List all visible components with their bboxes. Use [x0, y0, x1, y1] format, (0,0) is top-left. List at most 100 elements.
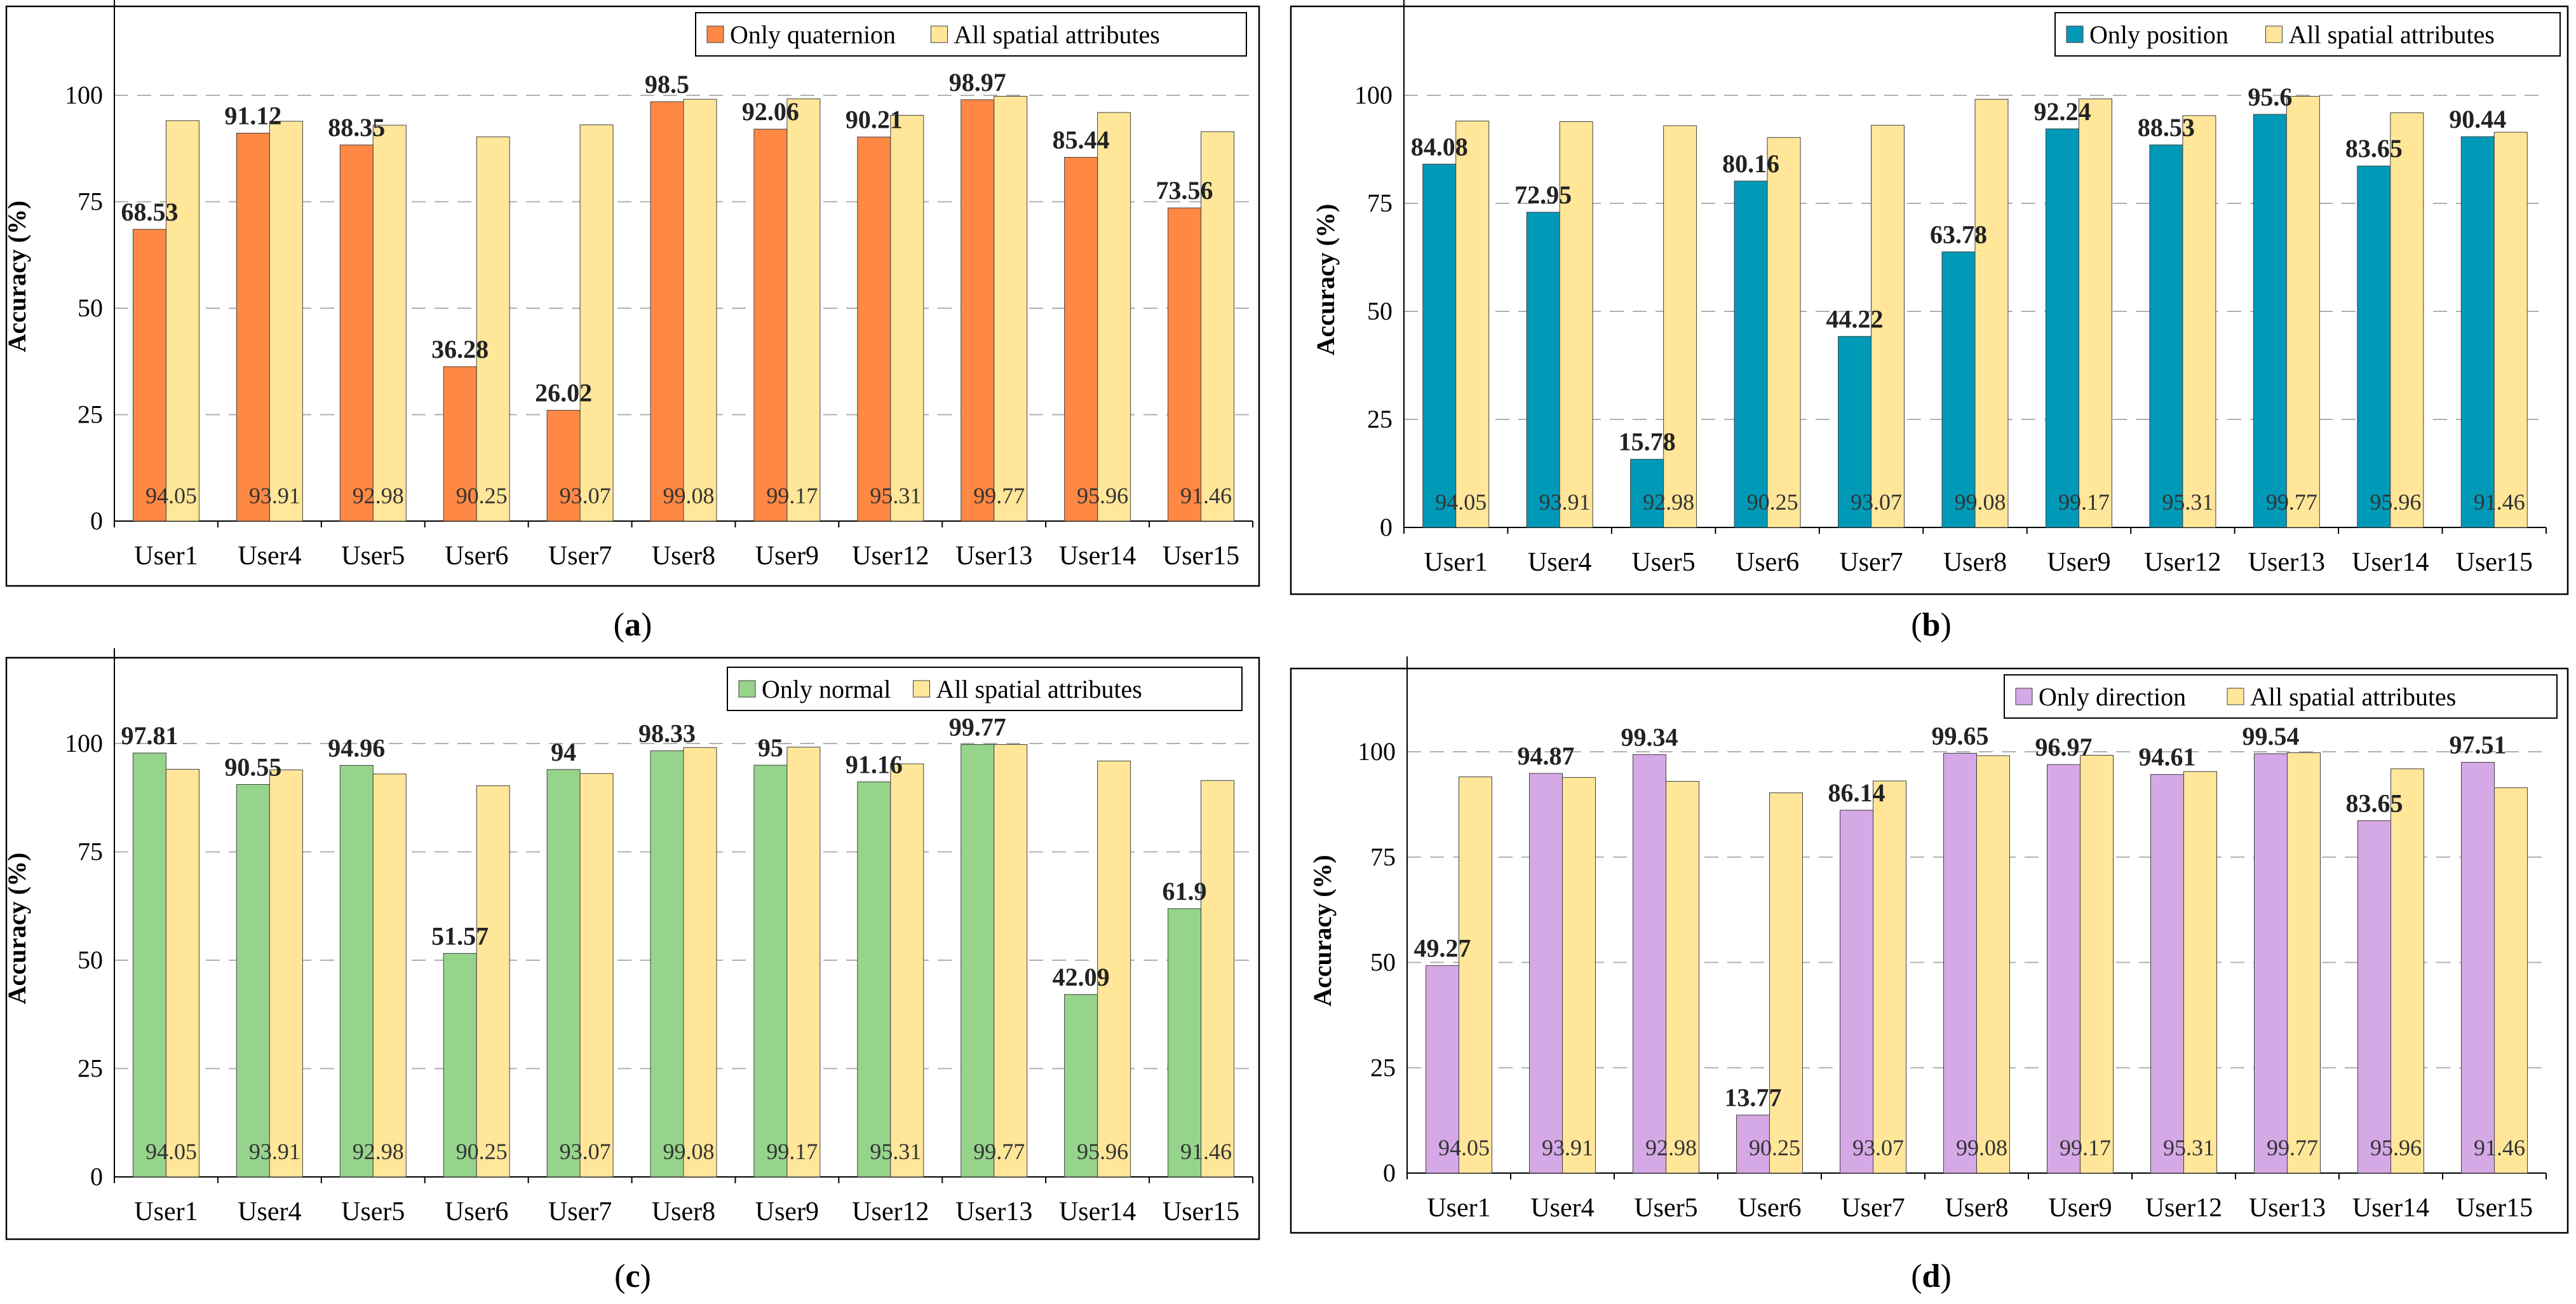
x-tick-label: User12	[2144, 548, 2221, 577]
bar-only-direction	[2047, 764, 2080, 1174]
x-tick-label: User6	[445, 541, 508, 571]
data-label-primary: 83.65	[2346, 789, 2403, 817]
x-tick-label: User14	[1059, 1197, 1136, 1226]
legend-box	[727, 667, 1243, 711]
bar-only-direction	[1943, 752, 1977, 1174]
bar-all-spatial-attributes	[372, 125, 407, 522]
y-tick-label: 75	[1367, 189, 1393, 217]
data-label-all-spatial: 94.05	[1435, 489, 1487, 515]
bar-only-normal	[961, 744, 995, 1178]
y-axis-label: Accuracy (%)	[1311, 204, 1340, 356]
y-tick-label: 75	[78, 187, 103, 216]
panel-label: (a)	[614, 607, 652, 643]
data-label-all-spatial: 99.77	[2266, 489, 2317, 515]
bar-all-spatial-attributes	[786, 98, 821, 522]
x-tick-label: User15	[2456, 548, 2533, 577]
legend-label-all-spatial: All spatial attributes	[954, 20, 1160, 49]
bar-only-normal	[650, 750, 684, 1178]
panel-label: (d)	[1911, 1258, 1952, 1294]
data-label-primary: 90.44	[2449, 105, 2506, 133]
panel-a: 0 25 50 75 100 Accuracy (%) 68.53 94.05 User1 91.…	[3, 0, 1260, 643]
data-label-all-spatial: 95.96	[1077, 1139, 1128, 1164]
bar-only-direction	[2150, 774, 2184, 1174]
panel-label: (c)	[614, 1258, 651, 1294]
data-label-all-spatial: 95.96	[2370, 1135, 2422, 1160]
x-tick-label: User1	[1427, 1193, 1490, 1223]
bar-all-spatial-attributes	[165, 120, 199, 522]
data-label-primary: 90.55	[224, 752, 281, 781]
bar-all-spatial-attributes	[1097, 761, 1131, 1178]
data-label-primary: 92.06	[742, 97, 799, 126]
data-label-primary: 95.6	[2248, 83, 2292, 111]
y-tick-label: 100	[1358, 737, 1396, 766]
data-label-primary: 44.22	[1826, 304, 1884, 333]
bar-only-position	[2460, 136, 2495, 528]
y-axis-label: Accuracy (%)	[1308, 855, 1337, 1007]
x-tick-label: User4	[1530, 1193, 1594, 1223]
bar-only-position	[2045, 128, 2079, 528]
x-tick-label: User6	[1736, 548, 1799, 577]
legend-swatch-all-spatial	[931, 25, 948, 43]
bar-only-quaternion	[339, 144, 374, 522]
data-label-primary: 13.77	[1725, 1083, 1782, 1112]
data-label-all-spatial: 99.08	[1955, 489, 2006, 515]
data-label-all-spatial: 91.46	[2474, 489, 2525, 515]
data-label-all-spatial: 93.07	[560, 483, 611, 508]
bar-only-direction	[2461, 762, 2495, 1174]
data-label-primary: 26.02	[535, 379, 592, 407]
bar-all-spatial-attributes	[1455, 120, 1490, 528]
x-tick-label: User12	[852, 1197, 929, 1226]
data-label-primary: 88.53	[2138, 113, 2195, 142]
legend-swatch-all-spatial	[913, 680, 930, 698]
bar-all-spatial-attributes	[269, 770, 303, 1178]
panel-d: 0 25 50 75 100 Accuracy (%) 49.27 94.05 User1 94.…	[1290, 656, 2569, 1294]
data-label-primary: 90.21	[846, 105, 903, 134]
x-tick-label: User9	[2048, 1193, 2112, 1223]
bar-all-spatial-attributes	[372, 773, 407, 1178]
data-label-primary: 88.35	[328, 113, 385, 142]
y-tick-label: 100	[65, 729, 103, 757]
legend-swatch-primary	[706, 25, 724, 43]
bar-all-spatial-attributes	[2080, 755, 2114, 1174]
data-label-all-spatial: 94.05	[1438, 1135, 1490, 1160]
data-label-primary: 97.51	[2450, 731, 2507, 759]
data-label-primary: 94	[551, 738, 576, 766]
data-label-primary: 91.12	[224, 101, 281, 130]
data-label-primary: 85.44	[1053, 126, 1110, 154]
data-label-primary: 51.57	[431, 921, 489, 950]
bar-only-quaternion	[546, 410, 581, 522]
bar-only-normal	[132, 752, 166, 1178]
data-label-all-spatial: 99.08	[1956, 1135, 2007, 1160]
legend-label-primary: Only direction	[2039, 683, 2186, 711]
bar-all-spatial-attributes	[1559, 121, 1593, 528]
data-label-primary: 42.09	[1053, 963, 1110, 991]
data-label-primary: 63.78	[1930, 220, 1987, 248]
x-tick-label: User9	[2047, 548, 2110, 577]
y-tick-label: 25	[1367, 405, 1393, 433]
x-tick-label: User15	[2456, 1193, 2533, 1223]
x-tick-label: User8	[652, 541, 715, 571]
bar-all-spatial-attributes	[1459, 776, 1492, 1174]
data-label-all-spatial: 94.05	[145, 1139, 197, 1164]
bar-only-position	[1941, 251, 1976, 528]
legend-label-all-spatial: All spatial attributes	[2289, 20, 2495, 49]
bar-only-quaternion	[1064, 157, 1098, 522]
bar-only-normal	[753, 764, 788, 1178]
bar-all-spatial-attributes	[165, 769, 199, 1178]
data-label-all-spatial: 93.91	[1539, 489, 1591, 515]
x-tick-label: User1	[134, 1197, 198, 1226]
y-tick-label: 50	[1370, 948, 1396, 977]
y-tick-label: 0	[90, 506, 103, 535]
data-label-all-spatial: 99.17	[766, 1139, 818, 1164]
bar-only-quaternion	[132, 229, 166, 522]
y-tick-label: 25	[78, 400, 103, 429]
x-tick-label: User9	[755, 1197, 819, 1226]
bar-only-position	[1526, 212, 1560, 528]
y-tick-label: 0	[1383, 1158, 1396, 1187]
data-label-all-spatial: 91.46	[1180, 1139, 1232, 1164]
bar-all-spatial-attributes	[2078, 98, 2112, 528]
bar-only-direction	[1633, 754, 1666, 1174]
bar-only-direction	[1840, 810, 1873, 1174]
data-label-all-spatial: 91.46	[1180, 483, 1232, 508]
data-label-primary: 98.5	[645, 70, 689, 98]
